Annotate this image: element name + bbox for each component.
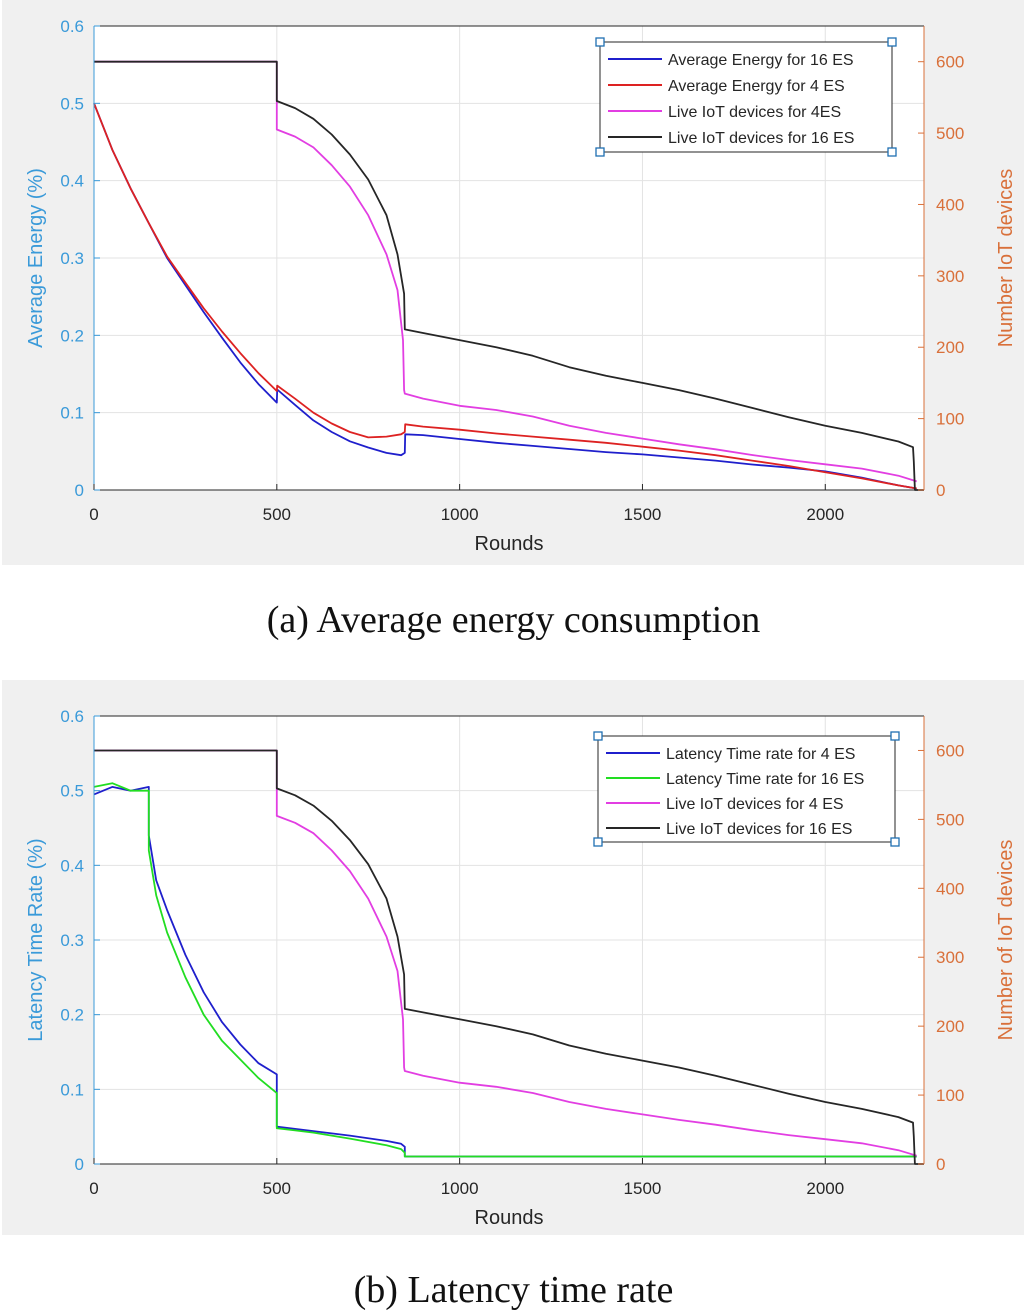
caption-b: (b) Latency time rate bbox=[353, 1269, 674, 1311]
x-axis-label: Rounds bbox=[475, 533, 544, 555]
series-line bbox=[94, 749, 917, 1157]
legend-label: Live IoT devices for 4ES bbox=[668, 104, 841, 121]
legend-label: Live IoT devices for 4 ES bbox=[666, 796, 844, 813]
y-right-tick-label: 400 bbox=[936, 195, 964, 214]
chart-panel-a: 0 500 1000 1500 2000 0 0.1 0.2 0.3 0.4 0.5 0.6 0 100 2… bbox=[2, 0, 1024, 565]
y-right-tick-label: 100 bbox=[936, 1086, 964, 1105]
x-tick-label: 500 bbox=[263, 1179, 291, 1198]
y-right-tick-label: 200 bbox=[936, 1017, 964, 1036]
x-tick-label: 1000 bbox=[441, 1179, 479, 1198]
series-line bbox=[93, 102, 917, 490]
x-tick-label: 0 bbox=[89, 1179, 98, 1198]
y-right-tick-label: 500 bbox=[936, 810, 964, 829]
x-tick-label: 1500 bbox=[624, 1179, 662, 1198]
legend-handle bbox=[593, 731, 603, 741]
y-right-axis-label: Number IoT devices bbox=[995, 169, 1017, 348]
y-left-axis-label: Average Energy (%) bbox=[25, 168, 47, 348]
series-line bbox=[93, 102, 917, 490]
y-left-tick-label: 0.3 bbox=[60, 249, 84, 268]
series-line bbox=[93, 782, 917, 1158]
caption-a: (a) Average energy consumption bbox=[266, 599, 761, 641]
x-tick-label: 1000 bbox=[441, 505, 479, 524]
series-line bbox=[94, 749, 924, 1165]
y-left-tick-label: 0.6 bbox=[60, 17, 84, 36]
legend-handle bbox=[593, 837, 603, 847]
y-right-tick-label: 400 bbox=[936, 879, 964, 898]
y-left-tick-label: 0.1 bbox=[60, 404, 84, 423]
legend-handle bbox=[890, 731, 900, 741]
x-tick-label: 0 bbox=[89, 505, 98, 524]
y-left-tick-label: 0.2 bbox=[60, 1006, 84, 1025]
y-left-tick-label: 0 bbox=[75, 481, 84, 500]
y-right-tick-label: 100 bbox=[936, 410, 964, 429]
y-left-tick-label: 0.5 bbox=[60, 782, 84, 801]
legend-box bbox=[599, 41, 893, 153]
legend-handle bbox=[890, 837, 900, 847]
y-left-tick-label: 0.6 bbox=[60, 707, 84, 726]
legend-label: Latency Time rate for 4 ES bbox=[666, 746, 855, 763]
y-right-tick-label: 200 bbox=[936, 338, 964, 357]
y-right-tick-label: 300 bbox=[936, 948, 964, 967]
legend-label: Average Energy for 4 ES bbox=[668, 78, 845, 95]
y-right-tick-label: 600 bbox=[936, 741, 964, 760]
y-right-axis-label: Number of IoT devices bbox=[995, 840, 1017, 1041]
y-left-tick-label: 0.1 bbox=[60, 1080, 84, 1099]
legend-label: Live IoT devices for 16 ES bbox=[666, 821, 852, 838]
y-left-tick-label: 0.5 bbox=[60, 94, 84, 113]
x-axis-label: Rounds bbox=[475, 1207, 544, 1229]
latency-chart-svg: 0 500 1000 1500 2000 0 0.1 0.2 0.3 0.4 0.5 0.6 0 100 2… bbox=[25, 707, 1017, 1229]
y-right-tick-label: 600 bbox=[936, 53, 964, 72]
chart-panel-b: 0 500 1000 1500 2000 0 0.1 0.2 0.3 0.4 0.5 0.6 0 100 2… bbox=[2, 680, 1024, 1235]
legend-label: Latency Time rate for 16 ES bbox=[666, 771, 864, 788]
x-tick-label: 1500 bbox=[624, 505, 662, 524]
x-tick-label: 2000 bbox=[806, 505, 844, 524]
y-right-tick-label: 500 bbox=[936, 124, 964, 143]
y-right-tick-label: 0 bbox=[936, 1155, 945, 1174]
y-left-axis-label: Latency Time Rate (%) bbox=[25, 838, 47, 1041]
x-tick-label: 2000 bbox=[806, 1179, 844, 1198]
y-left-tick-label: 0.2 bbox=[60, 326, 84, 345]
y-left-tick-label: 0.3 bbox=[60, 931, 84, 950]
energy-chart-svg: 0 500 1000 1500 2000 0 0.1 0.2 0.3 0.4 0.5 0.6 0 100 2… bbox=[25, 17, 1017, 555]
legend-handle bbox=[595, 147, 605, 157]
x-tick-label: 500 bbox=[263, 505, 291, 524]
y-left-tick-label: 0.4 bbox=[60, 172, 84, 191]
series-line bbox=[94, 60, 924, 491]
y-right-tick-label: 300 bbox=[936, 267, 964, 286]
legend-label: Live IoT devices for 16 ES bbox=[668, 130, 854, 147]
legend-handle bbox=[887, 147, 897, 157]
legend-handle bbox=[595, 37, 605, 47]
legend-handle bbox=[887, 37, 897, 47]
y-right-tick-label: 0 bbox=[936, 481, 945, 500]
y-left-tick-label: 0.4 bbox=[60, 856, 84, 875]
series-line bbox=[94, 60, 917, 483]
y-left-tick-label: 0 bbox=[75, 1155, 84, 1174]
legend-label: Average Energy for 16 ES bbox=[668, 52, 854, 69]
